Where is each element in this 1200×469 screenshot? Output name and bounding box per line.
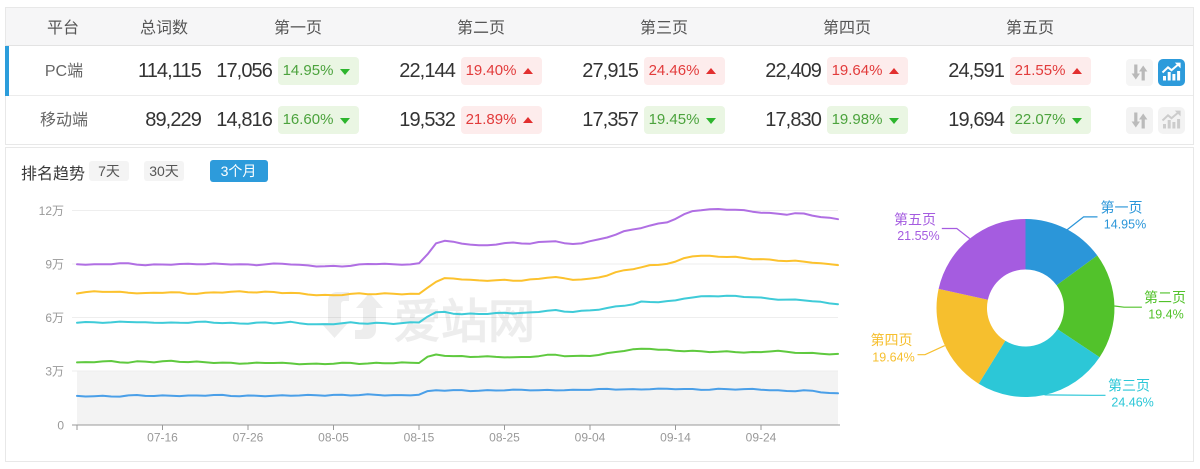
- svg-text:0: 0: [57, 419, 64, 433]
- svg-text:第五页: 第五页: [894, 212, 936, 228]
- svg-text:21.55%: 21.55%: [897, 229, 939, 243]
- svg-text:08-15: 08-15: [404, 431, 435, 445]
- svg-text:24.46%: 24.46%: [1111, 396, 1153, 410]
- svg-text:3万: 3万: [45, 365, 64, 379]
- svg-text:14.95%: 14.95%: [1104, 218, 1146, 232]
- svg-text:09-24: 09-24: [746, 431, 777, 445]
- svg-text:9万: 9万: [45, 258, 64, 272]
- svg-text:09-04: 09-04: [575, 431, 606, 445]
- svg-text:12万: 12万: [39, 204, 64, 218]
- svg-text:19.64%: 19.64%: [872, 351, 914, 365]
- svg-text:第四页: 第四页: [871, 332, 913, 348]
- svg-text:07-26: 07-26: [233, 431, 264, 445]
- svg-text:第二页: 第二页: [1144, 290, 1186, 306]
- svg-text:第一页: 第一页: [1101, 200, 1143, 216]
- svg-text:09-14: 09-14: [660, 431, 691, 445]
- svg-text:6万: 6万: [45, 311, 64, 325]
- svg-text:07-16: 07-16: [147, 431, 178, 445]
- svg-text:第三页: 第三页: [1108, 378, 1150, 394]
- svg-text:08-25: 08-25: [489, 431, 520, 445]
- svg-text:08-05: 08-05: [318, 431, 349, 445]
- svg-text:19.4%: 19.4%: [1148, 308, 1183, 322]
